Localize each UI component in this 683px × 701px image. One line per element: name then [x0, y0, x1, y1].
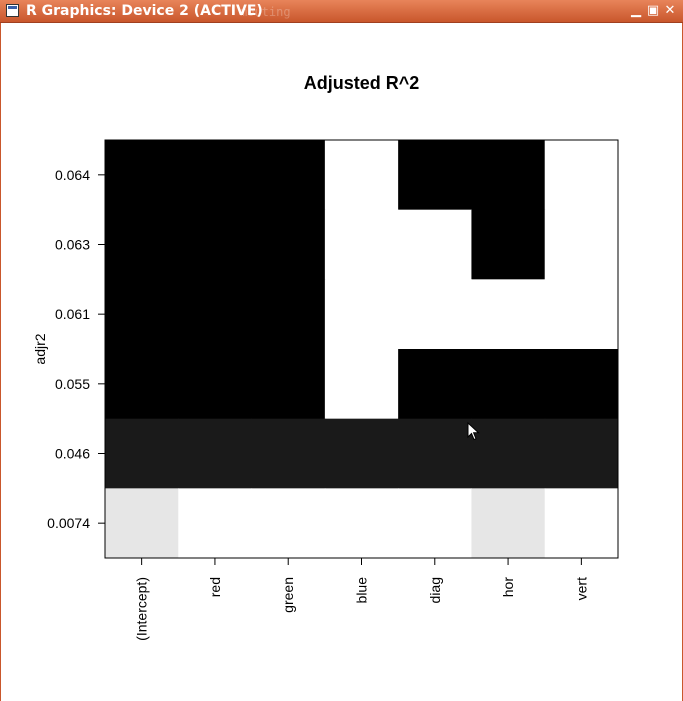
heatmap-chart: Adjusted R^2 0.064 0.063 0.061 0.055 0.046 0.0…	[32, 73, 619, 641]
heatmap-cell	[105, 209, 179, 280]
heatmap-cell	[544, 140, 619, 211]
heatmap-cell	[398, 418, 472, 489]
heatmap-cell	[324, 349, 399, 420]
y-tick-label: 0.063	[55, 237, 90, 253]
heatmap-cell	[324, 418, 399, 489]
heatmap-cell	[105, 279, 179, 350]
heatmap-cell	[324, 488, 399, 559]
heatmap-cell	[544, 209, 619, 280]
heatmap-cell	[105, 349, 179, 420]
heatmap-cell	[471, 209, 546, 280]
heatmap-cell	[178, 349, 253, 420]
window-icon[interactable]	[6, 4, 19, 17]
heatmap-cell	[251, 279, 326, 350]
y-tick-label: 0.046	[55, 446, 90, 462]
heatmap-cell	[178, 418, 253, 489]
chart-title: Adjusted R^2	[304, 73, 420, 93]
heatmap-cell	[398, 488, 472, 559]
heatmap-cell	[251, 140, 326, 211]
heatmap-cell	[471, 279, 546, 350]
heatmap-cell	[251, 488, 326, 559]
x-tick-label: red	[207, 577, 223, 597]
heatmap-cell	[178, 488, 253, 559]
maximize-icon[interactable]: ▣	[646, 3, 660, 18]
heatmap-cell	[398, 349, 472, 420]
y-axis-label: adjr2	[32, 333, 48, 364]
x-tick-label: green	[280, 577, 296, 613]
heatmap-cell	[324, 209, 399, 280]
x-tick-label: (Intercept)	[134, 577, 150, 641]
heatmap-cell	[471, 488, 546, 559]
heatmap-cell	[398, 140, 472, 211]
background-window-text: mouting	[240, 5, 291, 19]
heatmap-cell	[324, 279, 399, 350]
heatmap-cell	[544, 418, 619, 489]
window-titlebar[interactable]: R Graphics: Device 2 (ACTIVE) mouting ▁ …	[0, 0, 683, 23]
heatmap-cell	[251, 418, 326, 489]
close-icon[interactable]: ✕	[664, 3, 676, 18]
heatmap-cell	[105, 488, 179, 559]
mouse-cursor-icon	[467, 422, 480, 441]
heatmap-cell	[471, 349, 546, 420]
x-tick-label: vert	[573, 577, 589, 600]
heatmap-cell	[471, 140, 546, 211]
y-tick-label: 0.064	[55, 167, 90, 183]
x-tick-label: diag	[427, 577, 443, 603]
heatmap-cell	[105, 418, 179, 489]
heatmap-cell	[544, 488, 619, 559]
heatmap-cell	[251, 209, 326, 280]
heatmap-cell	[178, 279, 253, 350]
heatmap-cell	[178, 209, 253, 280]
minimize-icon[interactable]: ▁	[631, 3, 641, 18]
window-title: R Graphics: Device 2 (ACTIVE)	[26, 3, 263, 19]
heatmap-cell	[544, 349, 619, 420]
heatmap-cell	[178, 140, 253, 211]
heatmap-cell	[324, 140, 399, 211]
heatmap-cell	[544, 279, 619, 350]
x-tick-label: hor	[500, 577, 516, 598]
heatmap-cell	[471, 418, 546, 489]
y-tick-label: 0.061	[55, 306, 90, 322]
y-tick-label: 0.055	[55, 376, 90, 392]
heatmap-cell	[398, 279, 472, 350]
y-tick-label: 0.0074	[47, 515, 90, 531]
x-tick-label: blue	[354, 577, 370, 604]
graphics-device-canvas: Adjusted R^2 0.064 0.063 0.061 0.055 0.046 0.0…	[0, 23, 683, 701]
heatmap-cell	[105, 140, 179, 211]
heatmap-cell	[251, 349, 326, 420]
heatmap-cell	[398, 209, 472, 280]
